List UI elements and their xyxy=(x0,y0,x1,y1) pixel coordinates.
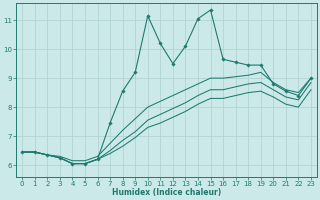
X-axis label: Humidex (Indice chaleur): Humidex (Indice chaleur) xyxy=(112,188,221,197)
